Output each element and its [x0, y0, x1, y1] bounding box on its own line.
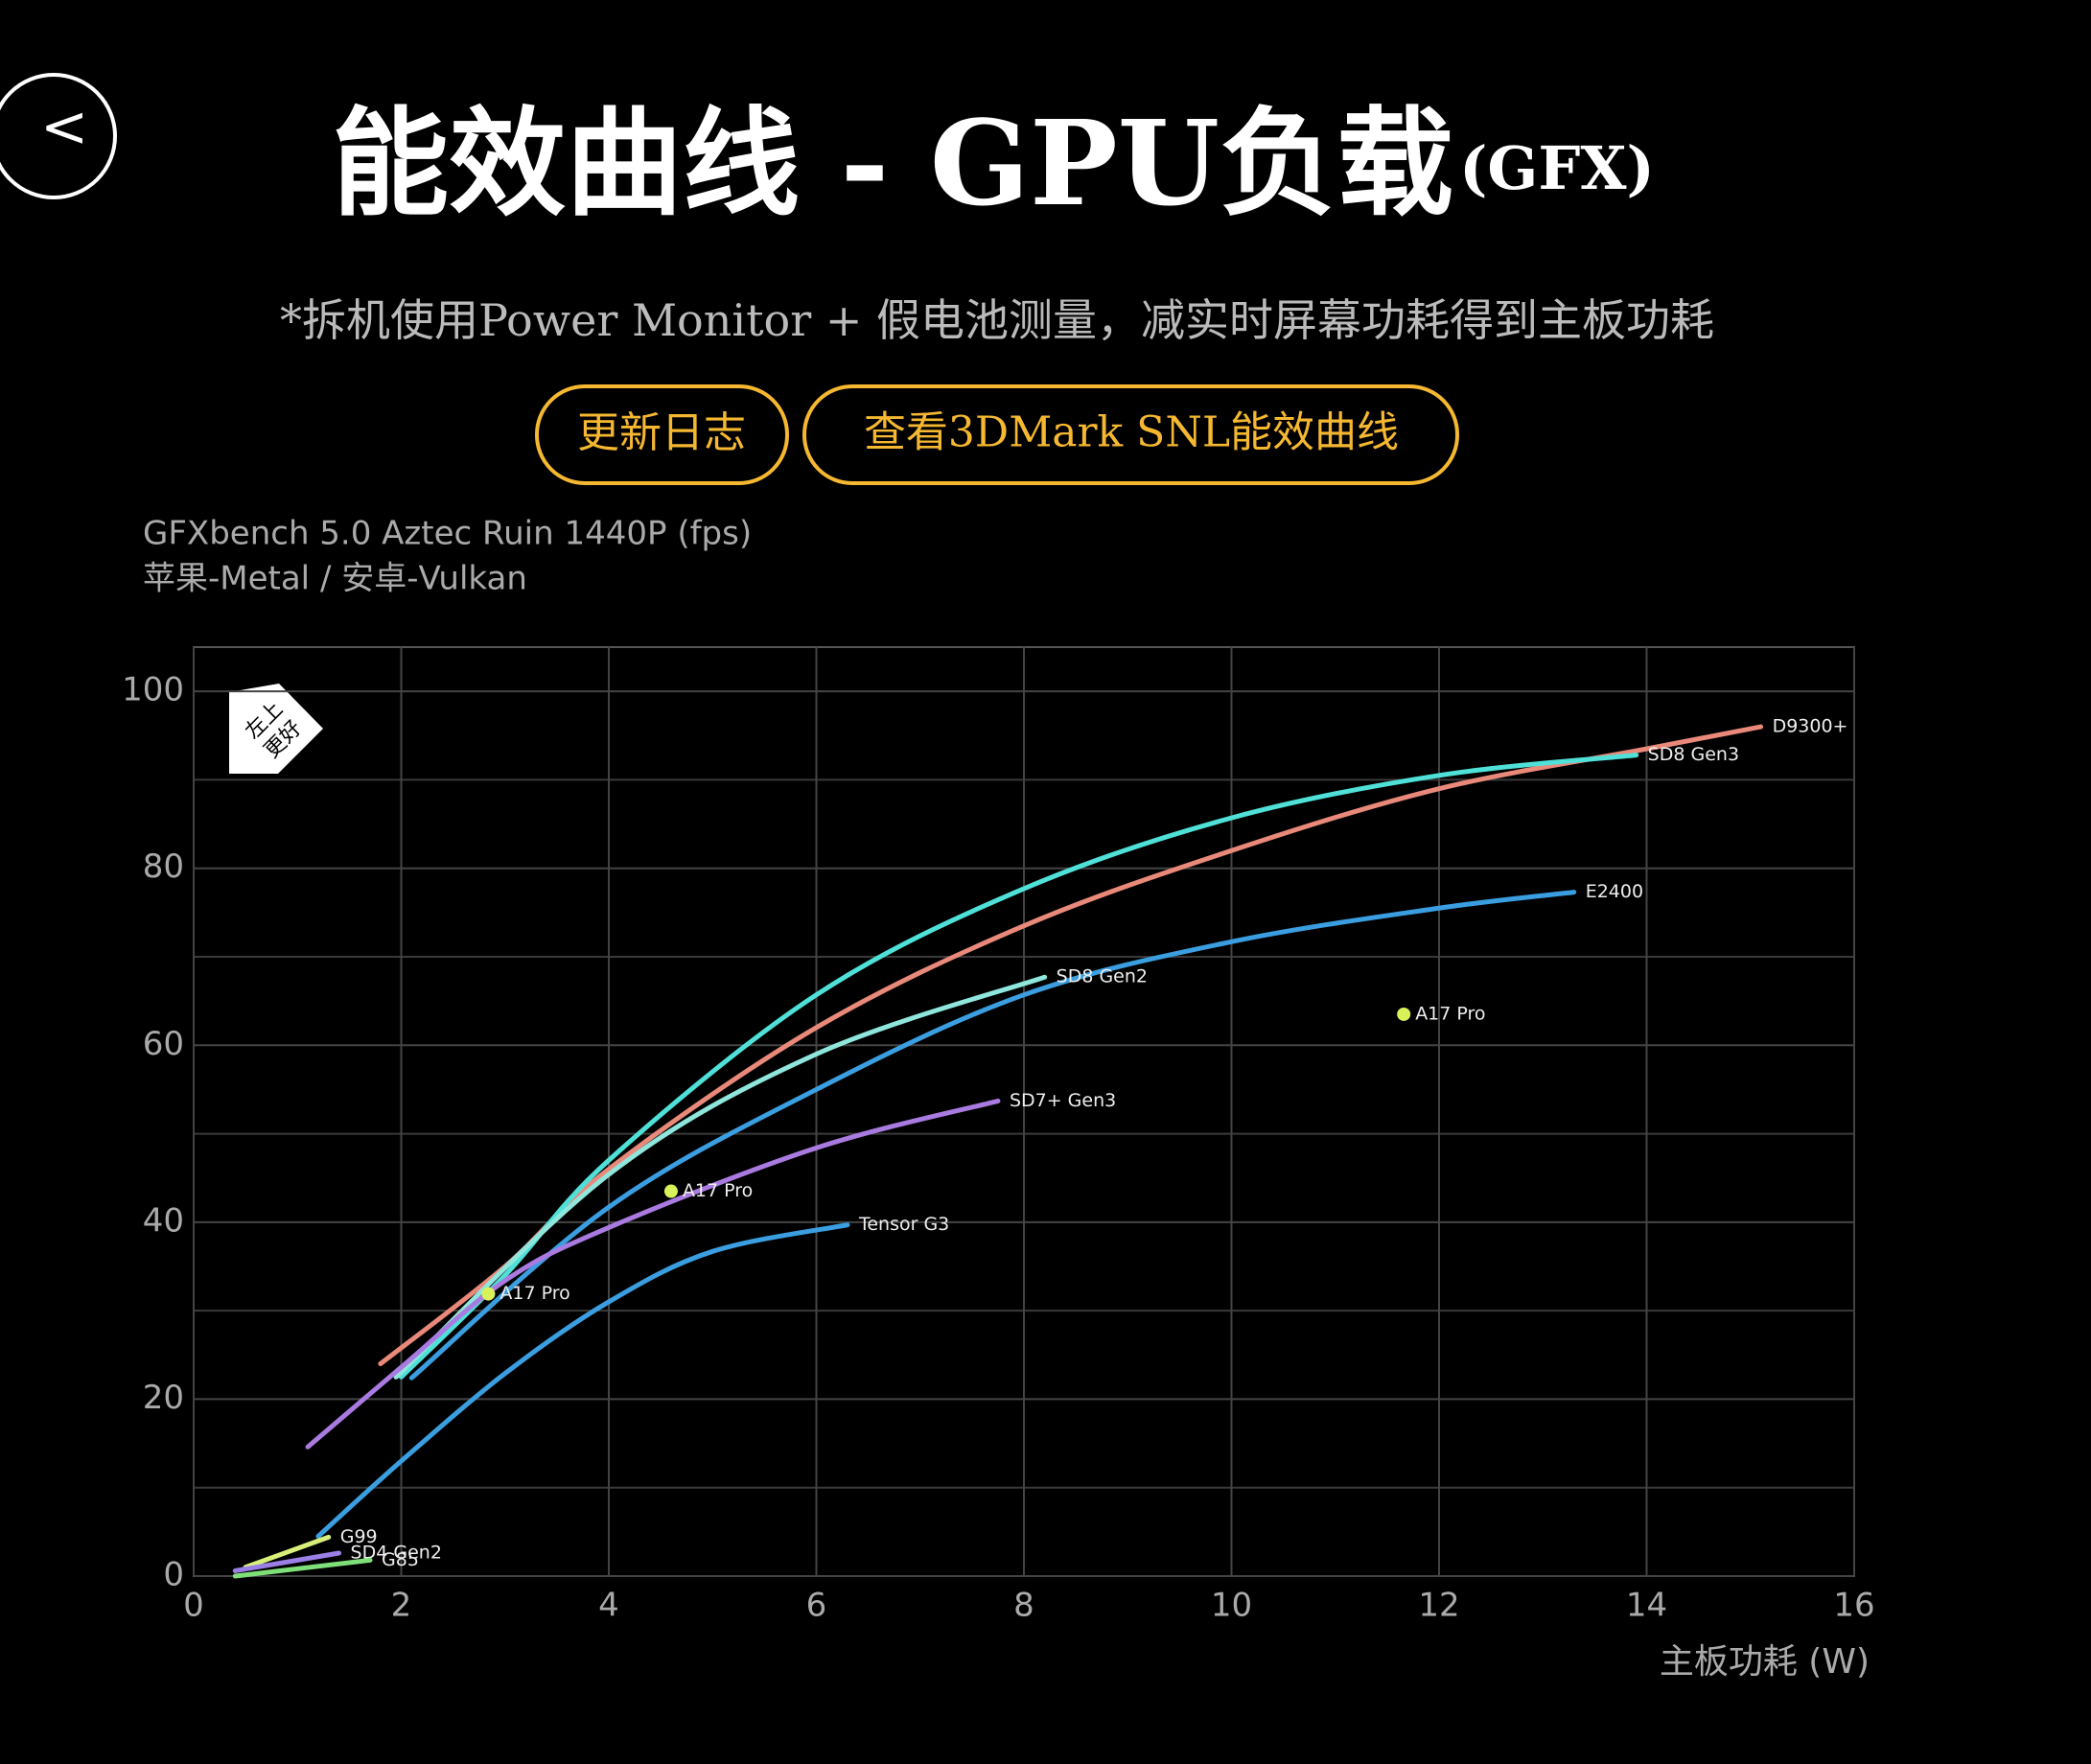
curve [243, 1534, 332, 1570]
badge [229, 684, 323, 774]
x-tick-label: 12 [1418, 1587, 1459, 1625]
note: *拆机使用Power Monitor + 假电池测量，减实时屏幕功耗得到主板功耗 [280, 294, 1714, 346]
chart-subtitle: GFXbench 5.0 Aztec Ruin 1440P (fps) [143, 515, 752, 553]
button[interactable] [535, 384, 789, 485]
y-tick-label: 100 [122, 671, 184, 709]
title-suffix: (GFX) [1459, 133, 1655, 203]
series-label: D9300+ [1773, 716, 1848, 737]
x-tick-label: 8 [1013, 1587, 1034, 1625]
x-axis-label: 主板功耗 (W) [1660, 1642, 1870, 1682]
chart-subtitle: 苹果-Metal / 安卓-Vulkan [143, 560, 527, 598]
curve [393, 974, 1048, 1380]
series-label: Tensor G3 [858, 1214, 949, 1235]
x-tick-label: 2 [391, 1587, 412, 1625]
series-label: A17 Pro [500, 1283, 569, 1304]
y-tick-label: 80 [143, 847, 184, 886]
point [1397, 1007, 1411, 1021]
series-label: SD8 Gen2 [1057, 966, 1148, 987]
x-tick-label: 4 [598, 1587, 619, 1625]
curve [315, 1222, 850, 1539]
series-label: A17 Pro [683, 1180, 753, 1201]
y-tick-label: 40 [143, 1201, 184, 1240]
series-label: SD8 Gen3 [1648, 744, 1739, 765]
series-label: G99 [340, 1526, 378, 1547]
series-label: A17 Pro [1415, 1003, 1485, 1024]
y-tick-label: 0 [163, 1556, 184, 1594]
point [663, 1184, 678, 1198]
button-label[interactable]: 更新日志 [577, 408, 746, 457]
curve [399, 753, 1639, 1380]
button-label[interactable]: 查看3DMark SNL能效曲线 [864, 408, 1399, 457]
series-label: E2400 [1586, 881, 1643, 902]
y-tick-label: 60 [143, 1025, 184, 1063]
series-label: SD7+ Gen3 [1010, 1090, 1116, 1111]
title: 能效曲线 - GPU负载(GFX) [332, 94, 1655, 232]
curve [232, 1550, 342, 1573]
back-button[interactable] [0, 73, 117, 199]
point [481, 1287, 496, 1301]
curve [408, 890, 1577, 1381]
series-label: SD4 Gen2 [351, 1543, 442, 1564]
series-label: G85 [382, 1549, 419, 1570]
curve [305, 1098, 1001, 1450]
button[interactable] [802, 384, 1459, 485]
x-tick-label: 0 [183, 1587, 204, 1625]
x-tick-label: 6 [806, 1587, 827, 1625]
x-tick-label: 10 [1211, 1587, 1252, 1625]
back-icon[interactable]: < [40, 94, 88, 161]
curve [232, 1557, 373, 1579]
y-tick-label: 20 [143, 1379, 184, 1417]
x-tick-label: 14 [1626, 1587, 1667, 1625]
title-main: 能效曲线 - GPU负载 [332, 94, 1453, 232]
x-tick-label: 16 [1833, 1587, 1874, 1625]
